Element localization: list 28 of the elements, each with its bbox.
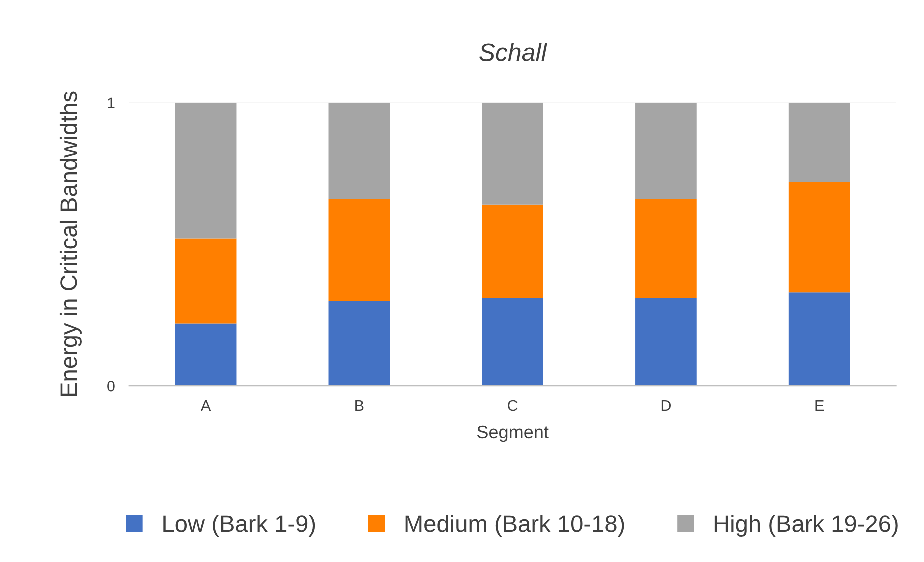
x-tick-label: B [356,400,364,412]
bar [788,292,850,386]
bar [482,204,544,298]
y-tick-label: 1 [108,98,115,108]
x-tick-label: C [508,400,518,412]
x-tick-label: E [816,400,824,412]
bar [175,324,237,386]
bar [328,301,390,386]
y-tick-label: 0 [108,380,115,392]
x-tick-label: D [662,400,671,412]
bar [482,102,544,205]
x-axis-title: Segment [478,426,549,442]
bar [175,238,237,324]
bar [328,199,390,302]
chart-title: Schall [479,43,548,62]
bar [636,298,697,386]
bar [328,102,390,200]
bar [788,182,850,293]
bar [636,199,697,298]
legend-label: Low (Bark 1-9) [164,514,316,537]
y-axis-title: Energy in Critical Bandwidths [60,92,82,396]
bar [636,102,697,200]
x-tick-label: A [200,400,212,412]
bar [482,298,544,386]
bar [788,102,850,182]
legend-label: High (Bark 19-26) [714,514,898,537]
legend-label: Medium (Bark 10-18) [406,514,624,537]
bar [175,102,237,239]
